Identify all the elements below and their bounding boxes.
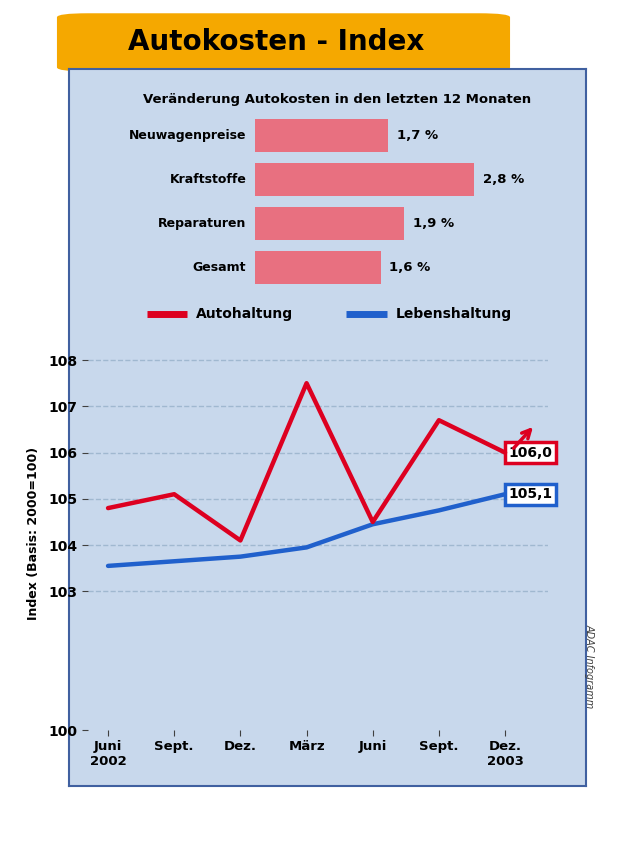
Text: 1,7 %: 1,7 % [397,129,438,142]
Text: Neuwagenpreise: Neuwagenpreise [129,129,246,142]
FancyBboxPatch shape [255,206,404,239]
Y-axis label: Index (Basis: 2000=100): Index (Basis: 2000=100) [27,447,40,620]
FancyBboxPatch shape [255,251,381,283]
Text: ADAC Infogramm: ADAC Infogramm [584,624,594,708]
Text: Autohaltung: Autohaltung [197,308,294,321]
FancyBboxPatch shape [57,13,510,72]
Text: Lebenshaltung: Lebenshaltung [396,308,512,321]
Text: 1,6 %: 1,6 % [389,261,430,274]
FancyBboxPatch shape [255,118,388,151]
FancyBboxPatch shape [255,162,474,195]
Text: Reparaturen: Reparaturen [158,217,246,230]
Text: 2,8 %: 2,8 % [483,173,524,186]
Text: Gesamt: Gesamt [193,261,246,274]
Text: Veränderung Autokosten in den letzten 12 Monaten: Veränderung Autokosten in den letzten 12… [143,93,531,106]
Text: 1,9 %: 1,9 % [413,217,454,230]
Text: 105,1: 105,1 [508,487,553,501]
Text: 106,0: 106,0 [508,446,553,460]
Text: Kraftstoffe: Kraftstoffe [169,173,246,186]
Text: Autokosten - Index: Autokosten - Index [127,29,424,56]
